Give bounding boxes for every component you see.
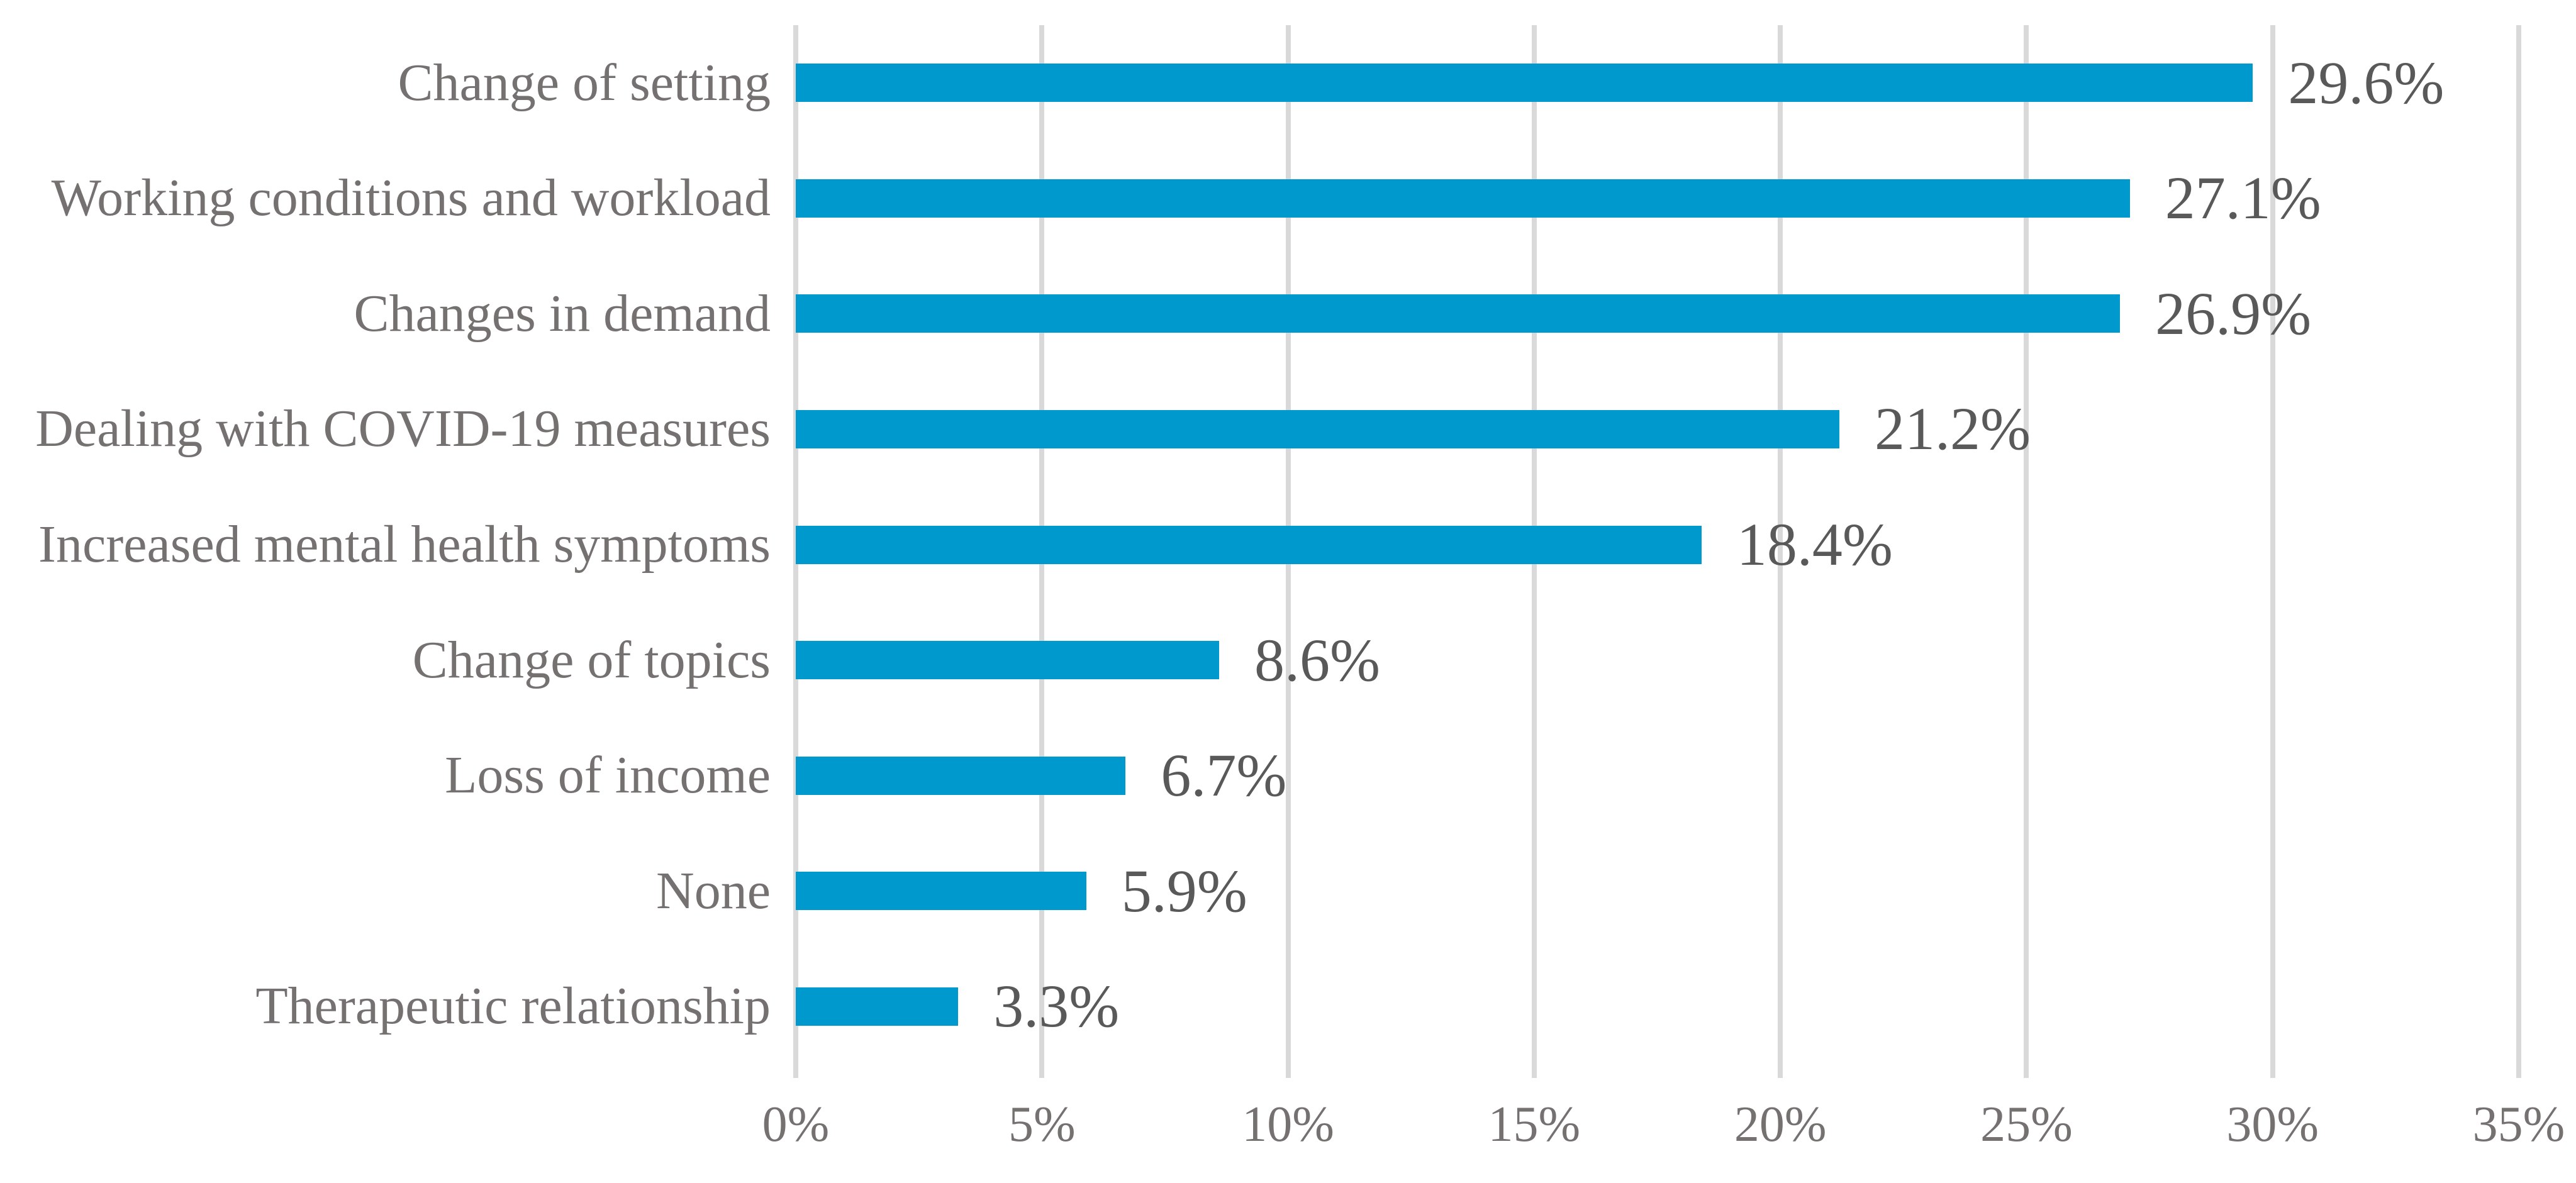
value-label: 21.2% [1875,395,2031,463]
x-tick-label: 30% [2226,1097,2319,1152]
x-tick-label: 0% [762,1097,830,1152]
plot-area: 29.6% 27.1% 26.9% 21.2% 18.4% 8.6% 6.7% 5.9% 3.3… [793,25,2521,1078]
bar [796,987,959,1026]
bar-row: 5.9% [796,833,2519,949]
bar-row: 27.1% [796,141,2519,257]
bar [796,409,1840,448]
category-label: Loss of income [445,746,771,805]
category-label: Change of topics [412,630,771,689]
value-label: 18.4% [1736,511,1893,579]
bar-row: 26.9% [796,256,2519,372]
value-label: 8.6% [1254,626,1380,694]
category-label: Working conditions and workload [51,169,771,228]
x-axis: 0% 5% 10% 15% 20% 25% 30% 35% [762,1097,2565,1162]
bar-row: 29.6% [796,25,2519,141]
bar-row: 3.3% [796,949,2519,1065]
bar-row: 21.2% [796,372,2519,487]
bar [796,525,1702,564]
x-tick-label: 10% [1242,1097,1334,1152]
gridline [2270,25,2275,1078]
bar [796,756,1126,795]
category-label: None [656,861,771,920]
category-label: Therapeutic relationship [255,977,771,1036]
bar [796,872,1086,911]
bar [796,641,1219,680]
category-axis: Change of setting Working conditions and … [0,25,771,1064]
gridline [1778,25,1783,1078]
bar-row: 18.4% [796,487,2519,603]
x-tick-label: 20% [1734,1097,1827,1152]
bar [796,64,2253,103]
gridline [2516,25,2521,1078]
bar-row: 8.6% [796,603,2519,718]
category-label: Dealing with COVID-19 measures [35,399,771,458]
x-tick-label: 5% [1008,1097,1076,1152]
x-tick-label: 15% [1488,1097,1581,1152]
x-tick-label: 25% [1980,1097,2073,1152]
bar [796,294,2121,333]
category-label: Changes in demand [354,284,771,343]
bar-rows: 29.6% 27.1% 26.9% 21.2% 18.4% 8.6% 6.7% 5.9% 3.3… [796,25,2519,1064]
value-label: 6.7% [1161,741,1287,809]
gridline [2024,25,2029,1078]
category-label: Increased mental health symptoms [38,515,771,574]
value-label: 5.9% [1121,857,1247,925]
value-label: 26.9% [2155,279,2312,347]
bar [796,179,2130,218]
bar-row: 6.7% [796,718,2519,833]
category-label: Change of setting [398,53,771,112]
value-label: 29.6% [2288,48,2445,116]
x-tick-label: 35% [2472,1097,2565,1152]
value-label: 3.3% [993,972,1120,1040]
value-label: 27.1% [2165,164,2321,232]
